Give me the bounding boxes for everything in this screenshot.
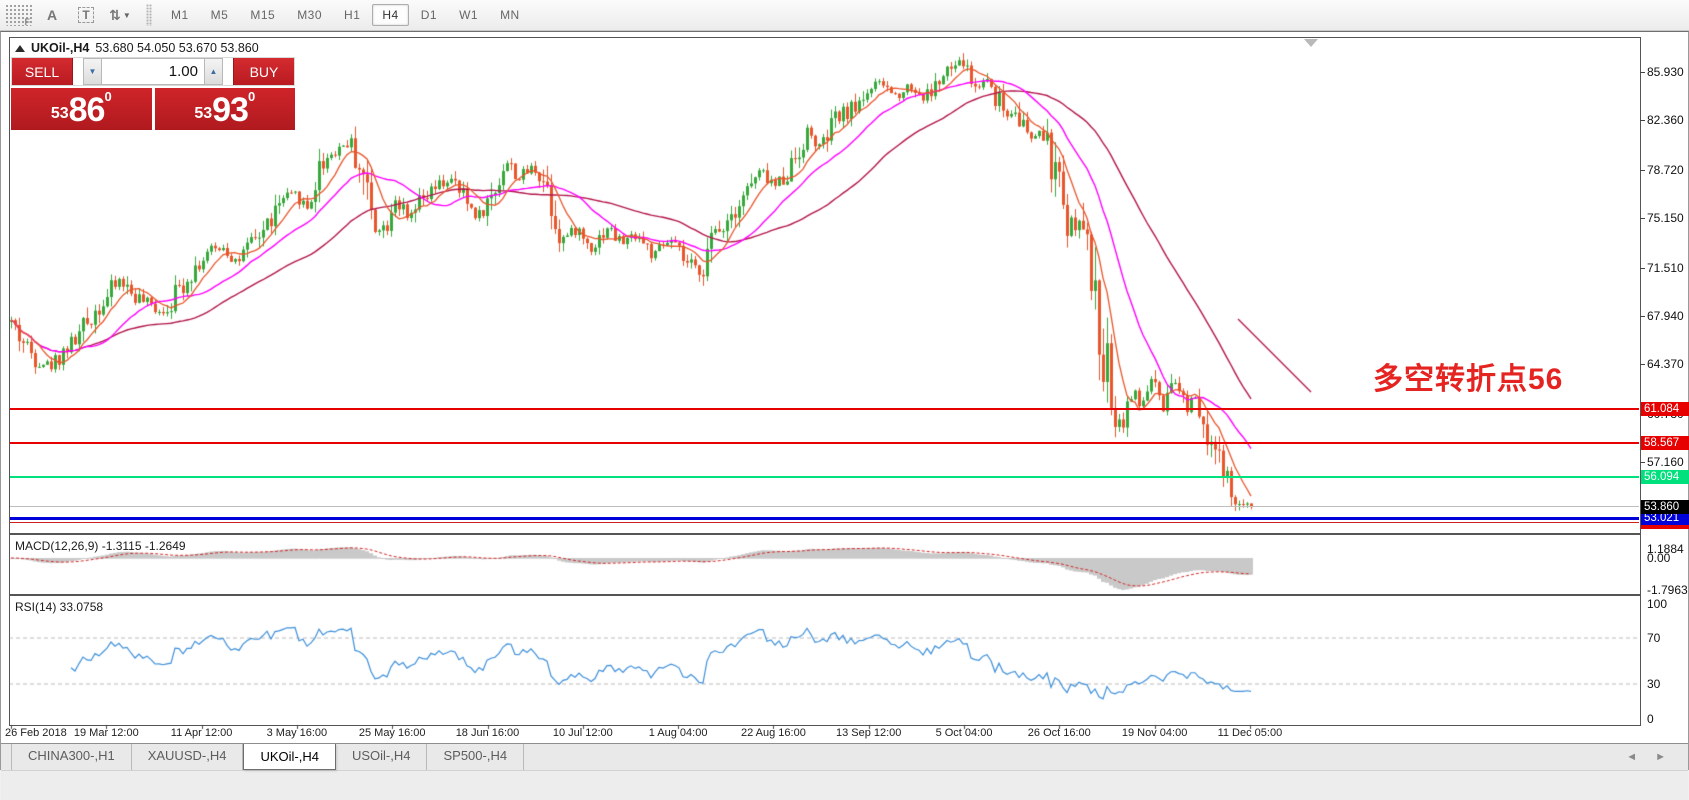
price-level-label-61.084: 61.084 (1641, 401, 1689, 416)
text-box-icon[interactable]: T (72, 3, 100, 27)
timeframe-toolbar: M1 M5 M15 M30 H1 H4 D1 W1 MN (160, 4, 531, 26)
timeframe-button-M5[interactable]: M5 (210, 8, 229, 22)
chart-tab-sp500h4[interactable]: SP500-,H4 (427, 744, 525, 770)
x-axis-date-label: 22 Aug 16:00 (740, 727, 806, 739)
y-axis-tick-mark (1640, 267, 1645, 269)
timeframe-button-D1[interactable]: D1 (420, 8, 438, 22)
y-axis-tick-mark (1640, 315, 1645, 317)
time-axis[interactable]: 26 Feb 2018 19 Mar 12:00 11 Apr 12:00 3 May… (1, 725, 1689, 743)
timeframe-button-M1[interactable]: M1 (171, 8, 189, 22)
buy-price-button[interactable]: 53 93 0 (154, 88, 295, 130)
window-bottom-strip (1, 770, 1688, 800)
tab-scroll-right-icon[interactable]: ► (1655, 751, 1666, 763)
chart-tab-ukoilh4[interactable]: UKOil-,H4 (243, 744, 336, 770)
text-label-icon[interactable]: A (46, 7, 58, 23)
rsi-indicator-panel[interactable] (9, 595, 1641, 726)
volume-decrease-button[interactable]: ▼ (83, 58, 102, 85)
x-axis-date-label: 11 Apr 12:00 (170, 727, 233, 739)
y-axis-tick-label: 78.720 (1647, 162, 1684, 177)
rsi-axis-label: 100 (1647, 597, 1668, 611)
x-axis-date-label: 3 May 16:00 (266, 727, 328, 739)
trade-panel-collapse-icon[interactable] (15, 44, 25, 52)
y-axis-tick-mark (1640, 218, 1645, 220)
sell-price-sup: 0 (104, 89, 112, 104)
chart-window: UKOil-,H4 53.680 54.050 53.670 53.860 SE… (0, 31, 1689, 800)
x-axis-date-label: 25 May 16:00 (358, 727, 426, 739)
chart-tab-china300h1[interactable]: CHINA300-,H1 (11, 744, 132, 770)
horizontal-line-object-61.084[interactable] (10, 407, 1639, 410)
volume-input[interactable] (102, 58, 204, 85)
chart-shift-marker-icon[interactable] (1304, 39, 1318, 47)
y-axis-tick-mark (1640, 72, 1645, 73)
one-click-trade-panel: SELL ▼ ▲ BUY 53 86 0 53 93 0 (11, 57, 295, 130)
y-axis-tick-mark (1640, 169, 1645, 171)
x-axis-date-label: 11 Dec 05:00 (1217, 727, 1283, 739)
x-axis-date-label: 10 Jul 12:00 (552, 727, 613, 739)
x-axis-date-label: 5 Oct 04:00 (935, 727, 993, 739)
timeframe-button-M30[interactable]: M30 (297, 8, 323, 22)
horizontal-line-object-52.721[interactable] (10, 521, 1639, 523)
timeframe-button-MN[interactable]: MN (500, 8, 520, 22)
chart-tab-xauusdh4[interactable]: XAUUSD-,H4 (132, 744, 244, 770)
objects-arrows-icon[interactable]: ⇅ ▼ (109, 6, 131, 23)
y-axis-tick-label: 75.150 (1647, 211, 1684, 226)
x-axis-date-label: 26 Feb 2018 (5, 727, 67, 739)
chart-tab-usoilh4[interactable]: USOil-,H4 (336, 744, 428, 770)
sell-price-int: 53 (50, 105, 69, 122)
x-axis-date-label: 26 Oct 16:00 (1027, 727, 1091, 739)
macd-axis-label: 0.00 (1647, 551, 1671, 565)
y-axis-tick-label: 64.370 (1647, 357, 1684, 372)
sell-button[interactable]: SELL (12, 58, 73, 85)
tab-scroll-left-icon[interactable]: ◄ (1626, 751, 1638, 763)
price-level-label-58.567: 58.567 (1641, 436, 1689, 450)
x-axis-date-label: 13 Sep 12:00 (835, 727, 902, 739)
volume-increase-button[interactable]: ▲ (204, 58, 223, 85)
buy-button[interactable]: BUY (233, 58, 294, 85)
y-axis-tick-mark (1640, 364, 1645, 366)
symbol-ohlc-values: 53.680 54.050 53.670 53.860 (95, 41, 259, 55)
rsi-axis-label: 30 (1647, 676, 1661, 691)
price-level-label-53.860: 53.860 (1641, 499, 1689, 514)
macd-indicator-panel[interactable] (9, 534, 1641, 595)
horizontal-line-object-53.021[interactable] (10, 516, 1639, 520)
x-axis-date-label: 19 Mar 12:00 (73, 727, 139, 739)
bid-price-line (10, 506, 1639, 508)
y-axis-tick-mark (1640, 120, 1645, 122)
chart-text-annotation[interactable]: 多空转折点56 (1373, 363, 1564, 396)
rsi-label: RSI(14) 33.0758 (15, 600, 104, 614)
top-toolbar: F A T ⇅ ▼ M1 M5 M15 M30 H1 H4 D1 W1 MN (0, 0, 1689, 31)
horizontal-line-object-58.567[interactable] (10, 442, 1639, 444)
price-level-label-56.094: 56.094 (1641, 469, 1689, 484)
y-axis-tick-label: 82.360 (1647, 113, 1684, 128)
y-axis-tick-label: 67.940 (1647, 308, 1684, 323)
symbol-name: UKOil-,H4 (31, 41, 90, 55)
symbol-header: UKOil-,H4 53.680 54.050 53.670 53.860 (15, 41, 259, 55)
macd-label: MACD(12,26,9) -1.3115 -1.2649 (15, 539, 186, 553)
timeframe-button-H4[interactable]: H4 (372, 4, 409, 26)
timeframe-button-M15[interactable]: M15 (250, 8, 276, 22)
sell-price-main: 86 (68, 91, 106, 129)
toolbar-grip[interactable] (146, 4, 152, 26)
pattern-grid-icon[interactable]: F (6, 4, 32, 27)
sell-price-button[interactable]: 53 86 0 (11, 88, 152, 130)
y-axis-tick-label: 85.930 (1647, 65, 1684, 79)
y-axis-tick-label: 57.160 (1647, 455, 1684, 470)
chart-tab-bar: CHINA300-,H1 XAUUSD-,H4 UKOil-,H4 USOil-,H4… (1, 743, 1688, 770)
rsi-axis-label: 0 (1647, 712, 1654, 726)
y-axis-tick-label: 71.510 (1647, 260, 1684, 275)
x-axis-date-label: 18 Jun 16:00 (455, 727, 520, 739)
y-axis-tick-mark (1640, 462, 1645, 464)
buy-price-main: 93 (212, 91, 249, 129)
buy-price-sup: 0 (247, 89, 256, 104)
macd-axis-label: -1.7963 (1647, 583, 1688, 597)
timeframe-button-W1[interactable]: W1 (459, 8, 479, 22)
rsi-axis-label: 70 (1647, 630, 1661, 645)
horizontal-line-object-56.094[interactable] (10, 475, 1639, 478)
x-axis-date-label: 19 Nov 04:00 (1121, 727, 1188, 739)
x-axis-date-label: 1 Aug 04:00 (648, 727, 708, 739)
buy-price-int: 53 (194, 105, 213, 122)
timeframe-button-H1[interactable]: H1 (344, 8, 361, 22)
